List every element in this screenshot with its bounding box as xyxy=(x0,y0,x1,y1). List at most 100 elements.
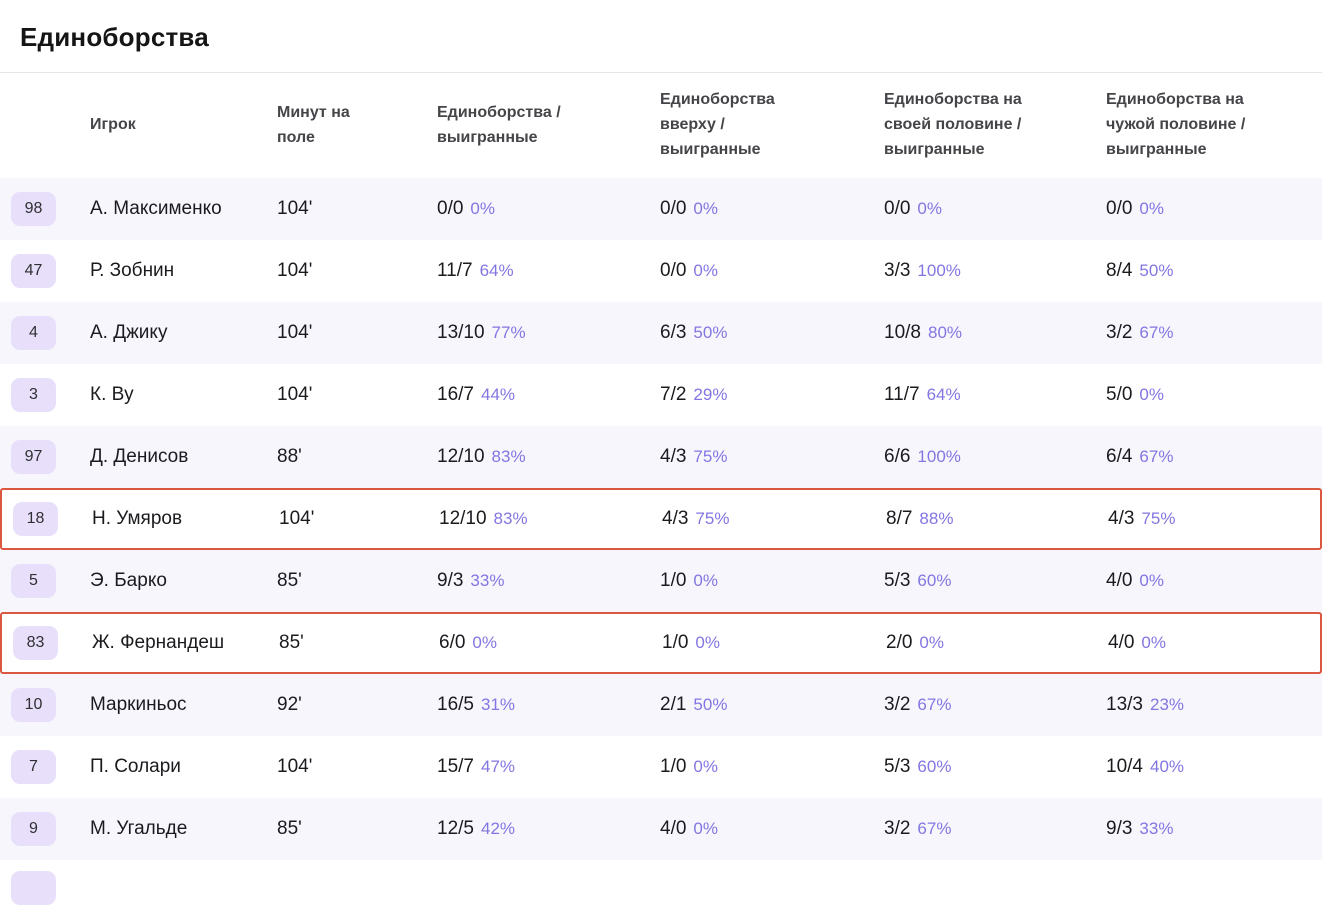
player-name: Маркиньос xyxy=(90,694,187,715)
own-half-duels-cell: 0/0 0% xyxy=(884,198,1106,220)
duels-value: 16/5 xyxy=(437,694,474,715)
badge-cell: 47 xyxy=(0,254,90,288)
header-opp-half-duels[interactable]: Единоборства на чужой половине / выигран… xyxy=(1106,91,1246,158)
duels-cell: 16/7 44% xyxy=(437,384,660,406)
own-half-duels-value: 3/2 xyxy=(884,694,911,715)
own-half-duels-pct: 100% xyxy=(917,261,961,280)
own-half-duels-value: 11/7 xyxy=(884,384,920,405)
minutes-value: 104' xyxy=(277,198,313,219)
opp-half-duels-pct: 0% xyxy=(1141,633,1166,652)
minutes-value: 104' xyxy=(277,384,313,405)
table-row[interactable]: 9 М. Угальде 85' 12/5 42% 4/0 0% 3/2 67%… xyxy=(0,798,1322,860)
table-row[interactable]: 3 К. Ву 104' 16/7 44% 7/2 29% 11/7 64% 5… xyxy=(0,364,1322,426)
table-row[interactable]: 4 А. Джику 104' 13/10 77% 6/3 50% 10/8 8… xyxy=(0,302,1322,364)
opp-half-duels-pct: 0% xyxy=(1139,571,1164,590)
opp-half-duels-pct: 40% xyxy=(1149,757,1185,776)
table-header-row: Игрок Минут на поле Единоборства / выигр… xyxy=(0,72,1322,178)
header-player[interactable]: Игрок xyxy=(90,116,136,134)
player-number-badge: 7 xyxy=(11,750,56,784)
aerial-duels-pct: 0% xyxy=(693,571,718,590)
duels-value: 12/5 xyxy=(437,818,474,839)
aerial-duels-value: 1/0 xyxy=(660,756,687,777)
player-name: М. Угальде xyxy=(90,818,188,839)
aerial-duels-value: 4/3 xyxy=(660,446,687,467)
aerial-duels-pct: 50% xyxy=(693,323,728,342)
opp-half-duels-pct: 75% xyxy=(1141,509,1176,528)
own-half-duels-value: 6/6 xyxy=(884,446,911,467)
opp-half-duels-value: 8/4 xyxy=(1106,260,1133,281)
opp-half-duels-value: 4/0 xyxy=(1108,632,1135,653)
duels-cell: 6/0 0% xyxy=(439,632,662,654)
badge-cell: 83 xyxy=(2,626,92,660)
duels-pct: 83% xyxy=(493,509,528,528)
opp-half-duels-pct: 33% xyxy=(1139,819,1174,838)
own-half-duels-pct: 80% xyxy=(927,323,963,342)
table-row[interactable]: 10 Маркиньос 92' 16/5 31% 2/1 50% 3/2 67… xyxy=(0,674,1322,736)
table-row-partial[interactable] xyxy=(0,860,1322,922)
opp-half-duels-pct: 0% xyxy=(1139,199,1164,218)
aerial-duels-cell: 0/0 0% xyxy=(660,198,884,220)
aerial-duels-pct: 0% xyxy=(693,819,718,838)
opp-half-duels-cell: 3/2 67% xyxy=(1106,322,1322,344)
header-minutes[interactable]: Минут на поле xyxy=(277,103,350,146)
badge-cell: 5 xyxy=(0,564,90,598)
duels-cell: 15/7 47% xyxy=(437,756,660,778)
duels-pct: 31% xyxy=(480,695,516,714)
table-row[interactable]: 47 Р. Зобнин 104' 11/7 64% 0/0 0% 3/3 10… xyxy=(0,240,1322,302)
duels-pct: 0% xyxy=(470,199,495,218)
own-half-duels-cell: 8/7 88% xyxy=(886,508,1108,530)
player-name: Ж. Фернандеш xyxy=(92,632,225,653)
aerial-duels-value: 4/0 xyxy=(660,818,687,839)
own-half-duels-cell: 3/2 67% xyxy=(884,818,1106,840)
own-half-duels-value: 2/0 xyxy=(886,632,913,653)
table-row[interactable]: 7 П. Солари 104' 15/7 47% 1/0 0% 5/3 60%… xyxy=(0,736,1322,798)
own-half-duels-cell: 5/3 60% xyxy=(884,570,1106,592)
header-aerial-duels[interactable]: Единоборства вверху / выигранные xyxy=(660,91,775,158)
own-half-duels-value: 0/0 xyxy=(884,198,911,219)
own-half-duels-pct: 100% xyxy=(917,447,961,466)
opp-half-duels-value: 4/0 xyxy=(1106,570,1133,591)
own-half-duels-value: 10/8 xyxy=(884,322,921,343)
opp-half-duels-value: 3/2 xyxy=(1106,322,1133,343)
own-half-duels-value: 8/7 xyxy=(886,508,913,529)
minutes-value: 104' xyxy=(277,260,313,281)
aerial-duels-cell: 1/0 0% xyxy=(662,632,886,654)
header-own-half-duels[interactable]: Единоборства на своей половине / выигран… xyxy=(884,91,1022,158)
table-row[interactable]: 98 А. Максименко 104' 0/0 0% 0/0 0% 0/0 … xyxy=(0,178,1322,240)
badge-cell: 9 xyxy=(0,812,90,846)
aerial-duels-cell: 7/2 29% xyxy=(660,384,884,406)
duels-pct: 64% xyxy=(479,261,514,280)
opp-half-duels-pct: 67% xyxy=(1139,323,1174,342)
player-number-badge: 83 xyxy=(13,626,58,660)
table-row[interactable]: 97 Д. Денисов 88' 12/10 83% 4/3 75% 6/6 … xyxy=(0,426,1322,488)
aerial-duels-value: 4/3 xyxy=(662,508,689,529)
own-half-duels-pct: 67% xyxy=(917,819,952,838)
own-half-duels-cell: 10/8 80% xyxy=(884,322,1106,344)
player-name: Н. Умяров xyxy=(92,508,183,529)
aerial-duels-cell: 4/3 75% xyxy=(660,446,884,468)
minutes-value: 85' xyxy=(277,818,302,839)
own-half-duels-pct: 60% xyxy=(917,757,952,776)
player-number-badge: 10 xyxy=(11,688,56,722)
duels-cell: 0/0 0% xyxy=(437,198,660,220)
header-duels[interactable]: Единоборства / выигранные xyxy=(437,103,561,146)
own-half-duels-pct: 67% xyxy=(917,695,952,714)
opp-half-duels-value: 0/0 xyxy=(1106,198,1133,219)
player-number-badge xyxy=(11,871,56,905)
own-half-duels-cell: 11/7 64% xyxy=(884,384,1106,406)
player-number-badge: 98 xyxy=(11,192,56,226)
own-half-duels-value: 5/3 xyxy=(884,570,911,591)
table-row[interactable]: 18 Н. Умяров 104' 12/10 83% 4/3 75% 8/7 … xyxy=(0,488,1322,550)
table-row[interactable]: 83 Ж. Фернандеш 85' 6/0 0% 1/0 0% 2/0 0%… xyxy=(0,612,1322,674)
table-row[interactable]: 5 Э. Барко 85' 9/3 33% 1/0 0% 5/3 60% 4/… xyxy=(0,550,1322,612)
opp-half-duels-value: 10/4 xyxy=(1106,756,1143,777)
aerial-duels-cell: 4/0 0% xyxy=(660,818,884,840)
badge-cell: 10 xyxy=(0,688,90,722)
own-half-duels-cell: 3/2 67% xyxy=(884,694,1106,716)
own-half-duels-pct: 60% xyxy=(917,571,952,590)
aerial-duels-pct: 0% xyxy=(695,633,720,652)
aerial-duels-pct: 0% xyxy=(693,199,718,218)
player-name: Р. Зобнин xyxy=(90,260,175,281)
player-number-badge: 47 xyxy=(11,254,56,288)
minutes-value: 92' xyxy=(277,694,302,715)
